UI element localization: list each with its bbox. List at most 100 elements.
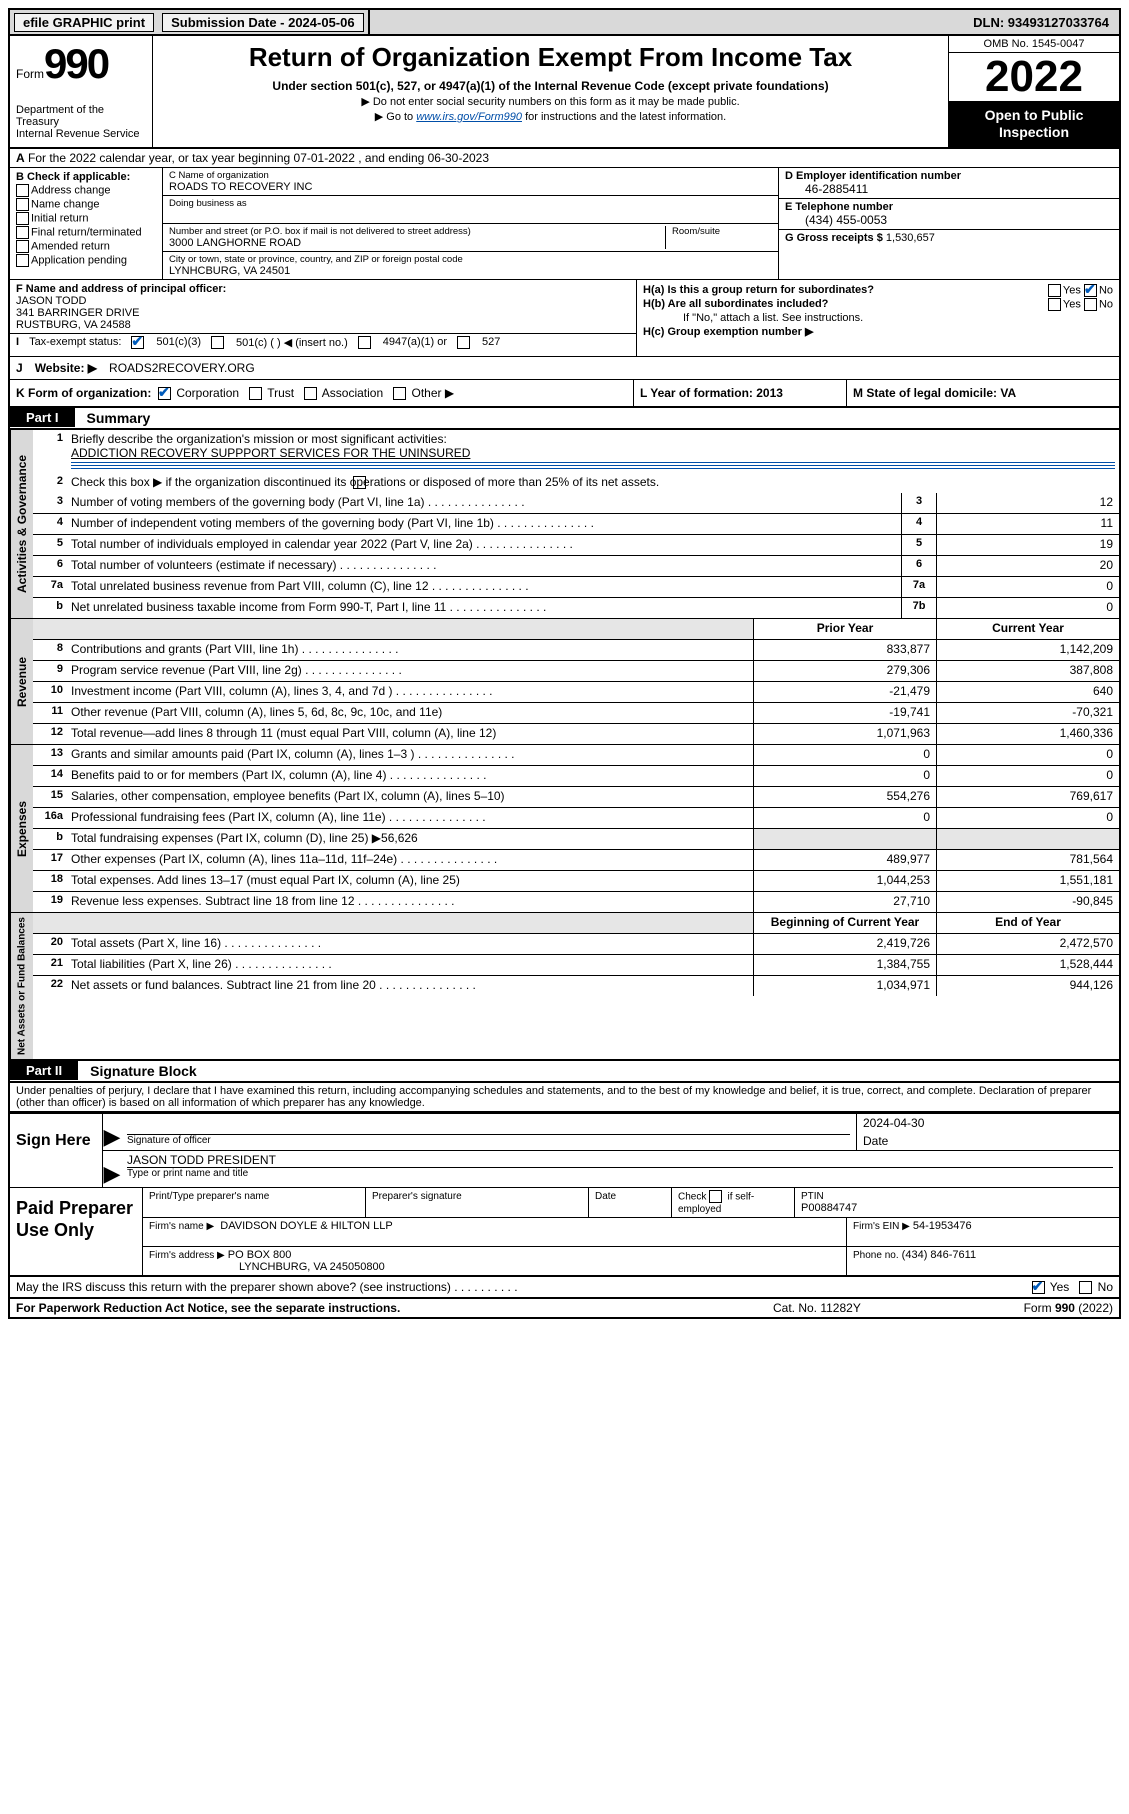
k-trust[interactable] <box>249 387 262 400</box>
line-2: 2Check this box ▶ if the organization di… <box>33 473 1119 493</box>
d-val: 46-2885411 <box>785 182 1113 196</box>
k-assoc[interactable] <box>304 387 317 400</box>
b-opt-5[interactable]: Application pending <box>16 254 156 267</box>
prep-row-2: Firm's name ▶ DAVIDSON DOYLE & HILTON LL… <box>143 1218 1119 1247</box>
d-ein: D Employer identification number 46-2885… <box>779 168 1119 199</box>
v7b: 0 <box>936 598 1119 618</box>
line-4: 4Number of independent voting members of… <box>33 513 1119 534</box>
open2: Inspection <box>999 124 1069 140</box>
sig-officer: Signature of officer <box>121 1114 856 1150</box>
header-center: Return of Organization Exempt From Incom… <box>153 36 949 147</box>
irs-link[interactable]: www.irs.gov/Form990 <box>416 111 522 123</box>
submission-date: Submission Date - 2024-05-06 <box>162 13 364 32</box>
v7a: 0 <box>936 577 1119 597</box>
hdr-curr: Current Year <box>936 619 1119 639</box>
j-val: ROADS2RECOVERY.ORG <box>109 361 255 375</box>
row-klm: K Form of organization: Corporation Trus… <box>10 380 1119 408</box>
line-11: 11Other revenue (Part VIII, column (A), … <box>33 702 1119 723</box>
c-name: C Name of organization ROADS TO RECOVERY… <box>163 168 778 196</box>
l2-cb[interactable] <box>353 476 366 489</box>
prep-row-1: Print/Type preparer's name Preparer's si… <box>143 1188 1119 1218</box>
d-lbl: D Employer identification number <box>785 170 1113 182</box>
subtitle-1: Under section 501(c), 527, or 4947(a)(1)… <box>161 79 940 93</box>
c-dba: Doing business as <box>163 196 778 224</box>
i-o1: 501(c)(3) <box>156 336 201 348</box>
grid-rev: Revenue Prior Year Current Year 8Contrib… <box>10 619 1119 745</box>
top-spacer <box>368 8 964 36</box>
hb-no[interactable] <box>1084 298 1097 311</box>
efile-print-btn[interactable]: efile GRAPHIC print <box>14 13 154 32</box>
body-ag: 1 Briefly describe the organization's mi… <box>33 430 1119 618</box>
i-cb-501c3[interactable] <box>131 336 144 349</box>
h-b2: If "No," attach a list. See instructions… <box>643 312 1113 324</box>
open1: Open to Public <box>985 107 1084 123</box>
prep-block: Paid Preparer Use Only Print/Type prepar… <box>10 1187 1119 1277</box>
grid-na: Net Assets or Fund Balances Beginning of… <box>10 913 1119 1061</box>
sub3-a: ▶ Go to <box>375 111 416 123</box>
discuss-yes[interactable] <box>1032 1281 1045 1294</box>
omb-no: OMB No. 1545-0047 <box>949 36 1119 53</box>
vtab-rev: Revenue <box>10 619 33 744</box>
h-c-txt: H(c) Group exemption number ▶ <box>643 325 813 338</box>
part1-ttl: Summary <box>75 408 163 428</box>
i-cb-527[interactable] <box>457 336 470 349</box>
g-receipts: G Gross receipts $ 1,530,657 <box>779 230 1119 246</box>
form-header: Form 990 Department of the Treasury Inte… <box>10 36 1119 149</box>
c-dba-lbl: Doing business as <box>169 198 772 209</box>
foot-r: Form 990 (2022) <box>953 1301 1113 1315</box>
header-left: Form 990 Department of the Treasury Inte… <box>10 36 153 147</box>
prep-self-cb[interactable] <box>709 1190 722 1203</box>
open-public: Open to Public Inspection <box>949 101 1119 147</box>
line-7a: 7aTotal unrelated business revenue from … <box>33 576 1119 597</box>
i-cb-501c[interactable] <box>211 336 224 349</box>
col-h: H(a) Is this a group return for subordin… <box>637 280 1119 356</box>
part2-hdr: Part II Signature Block <box>10 1061 1119 1083</box>
e-lbl: E Telephone number <box>785 201 1113 213</box>
v4: 11 <box>936 514 1119 534</box>
ha-yes[interactable] <box>1048 284 1061 297</box>
line-20: 20Total assets (Part X, line 16) 2,419,7… <box>33 933 1119 954</box>
sig-arrow2: ▶ <box>103 1151 121 1187</box>
sig-row-1: ▶ Signature of officer 2024-04-30 Date <box>103 1114 1119 1151</box>
line-1: 1 Briefly describe the organization's mi… <box>33 430 1119 473</box>
sign-lbl: Sign Here <box>10 1114 103 1187</box>
b-opt-2[interactable]: Initial return <box>16 212 156 225</box>
h-a-txt: H(a) Is this a group return for subordin… <box>643 284 874 296</box>
dept2: Internal Revenue Service <box>16 128 146 140</box>
discuss-row: May the IRS discuss this return with the… <box>10 1277 1119 1299</box>
b-opt-3[interactable]: Final return/terminated <box>16 226 156 239</box>
e-val: (434) 455-0053 <box>785 213 1113 227</box>
k-corp[interactable] <box>158 387 171 400</box>
dept1: Department of the Treasury <box>16 104 146 128</box>
header-right: OMB No. 1545-0047 2022 Open to Public In… <box>949 36 1119 147</box>
b-opt-1[interactable]: Name change <box>16 198 156 211</box>
h-b: H(b) Are all subordinates included? Yes … <box>643 298 1113 311</box>
part1-hdr: Part I Summary <box>10 408 1119 430</box>
grid-ag: Activities & Governance 1 Briefly descri… <box>10 430 1119 619</box>
hb-yes[interactable] <box>1048 298 1061 311</box>
row-j: JWebsite: ▶ ROADS2RECOVERY.ORG <box>10 357 1119 380</box>
line-18: 18Total expenses. Add lines 13–17 (must … <box>33 870 1119 891</box>
b-opt-0[interactable]: Address change <box>16 184 156 197</box>
form-num: 990 <box>44 40 108 88</box>
discuss-no[interactable] <box>1079 1281 1092 1294</box>
b-opt-4[interactable]: Amended return <box>16 240 156 253</box>
col-b: B Check if applicable: Address change Na… <box>10 168 163 279</box>
e-phone: E Telephone number (434) 455-0053 <box>779 199 1119 230</box>
form-lbl: Form <box>16 67 44 81</box>
sign-block: Sign Here ▶ Signature of officer 2024-04… <box>10 1112 1119 1187</box>
c-street-lbl: Number and street (or P.O. box if mail i… <box>169 226 665 237</box>
hdr-end: End of Year <box>936 913 1119 933</box>
discuss-txt: May the IRS discuss this return with the… <box>16 1280 451 1294</box>
b-hdr: B Check if applicable: <box>16 171 156 183</box>
body-na: Beginning of Current Year End of Year 20… <box>33 913 1119 1059</box>
ha-no[interactable] <box>1084 284 1097 297</box>
l1a: Briefly describe the organization's miss… <box>71 432 447 446</box>
k-other[interactable] <box>393 387 406 400</box>
sign-right: ▶ Signature of officer 2024-04-30 Date ▶… <box>103 1114 1119 1187</box>
col-f: F Name and address of principal officer:… <box>10 280 637 356</box>
i-cb-4947[interactable] <box>358 336 371 349</box>
line-10: 10Investment income (Part VIII, column (… <box>33 681 1119 702</box>
sig-date: 2024-04-30 Date <box>856 1114 1119 1150</box>
v3: 12 <box>936 493 1119 513</box>
